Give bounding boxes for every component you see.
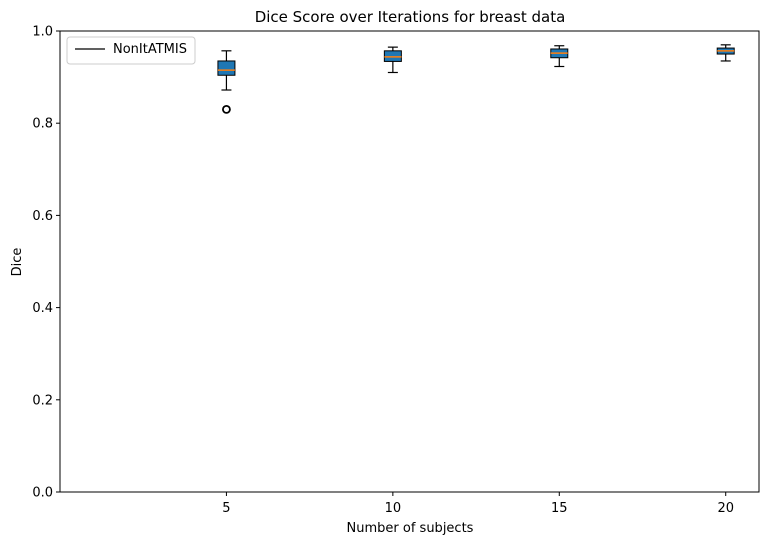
box-15 [550, 45, 569, 68]
x-tick-label: 20 [717, 501, 734, 516]
y-tick-label: 0.0 [32, 486, 53, 501]
outlier-point [222, 104, 231, 114]
box-body [217, 60, 236, 76]
x-tick-label: 10 [385, 501, 402, 516]
x-tick-label: 5 [222, 501, 230, 516]
y-tick-label: 0.4 [32, 301, 53, 316]
x-tick-label: 15 [551, 501, 568, 516]
plot-area [60, 31, 759, 492]
chart-title: Dice Score over Iterations for breast da… [255, 8, 566, 26]
plot-frame [59, 30, 760, 493]
plot-layer [217, 44, 735, 114]
y-axis-label: Dice [10, 248, 25, 277]
box-20 [716, 44, 735, 62]
y-tick-label: 0.2 [32, 393, 53, 408]
y-axis: 0.0 0.2 0.4 0.6 0.8 1.0 [32, 25, 60, 501]
box-10 [383, 46, 402, 74]
x-axis: 5 10 15 20 [222, 492, 734, 516]
legend: NonItATMIS [66, 36, 196, 65]
y-tick-label: 0.8 [32, 117, 53, 132]
y-tick-label: 0.6 [32, 209, 53, 224]
box-5 [217, 50, 236, 114]
y-tick-label: 1.0 [32, 25, 53, 40]
legend-frame [66, 36, 196, 65]
legend-label: NonItATMIS [113, 42, 187, 57]
x-axis-label: Number of subjects [347, 521, 474, 536]
